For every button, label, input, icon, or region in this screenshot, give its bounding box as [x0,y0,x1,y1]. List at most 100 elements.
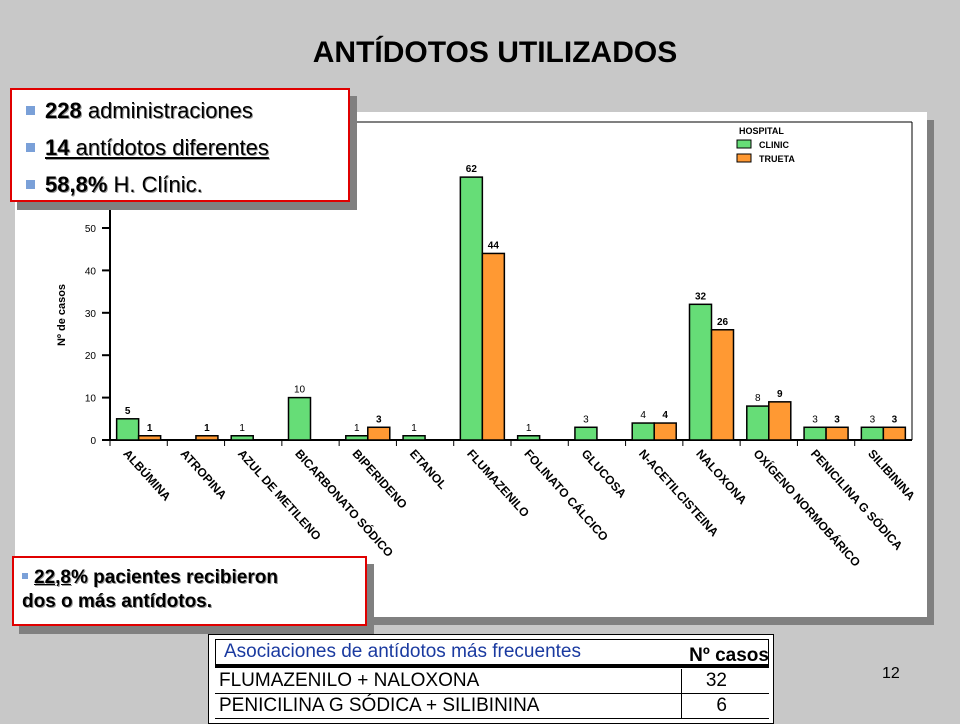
stat-item: 228 administraciones [26,92,348,129]
bar-trueta [825,426,849,441]
bar-clinic [459,176,484,441]
stat-value: 58,8% [45,172,108,197]
bar-clinic [115,418,140,441]
table-column-divider [681,694,682,718]
page-number: 12 [882,665,900,682]
legend-swatch [736,139,752,149]
x-tick-label: ATROPINA [178,447,230,503]
table-cell-value: 32 [705,670,727,691]
data-label: 3 [870,414,876,425]
bar-clinic [402,435,426,441]
bar-clinic [345,435,369,441]
data-label: 1 [526,423,532,434]
bar-trueta [768,401,792,441]
stats-callout: 228 administraciones 14 antídotos diferen… [10,88,350,202]
bar-clinic [688,303,713,441]
data-label: 3 [834,414,840,425]
note-text-b: dos o más antídotos. [22,591,213,612]
data-label: 5 [125,406,131,417]
slide-title: ANTÍDOTOS UTILIZADOS [312,36,678,69]
bullet-icon [26,142,35,152]
table-header-rule [215,665,769,668]
bullet-icon [22,572,28,579]
bullet-icon [26,179,35,189]
bar-clinic [803,426,827,441]
data-label: 1 [354,423,360,434]
data-label: 4 [662,410,668,421]
legend-label: TRUETA [759,154,795,164]
x-tick-label: PENICILINA G SÓDICA [808,446,907,553]
data-label: 4 [640,410,646,421]
bar-trueta [367,426,391,441]
stat-value: 14 [45,135,70,160]
table-cell-name: PENICILINA G SÓDICA + SILIBININA [219,695,540,716]
stat-label: H. Clínic. [107,172,203,197]
associations-table: Asociaciones de antídotos más frecuentes… [208,634,774,724]
data-label: 44 [488,240,500,251]
table-header-count: Nº casos [689,645,769,666]
bar-clinic [860,426,885,441]
data-label: 3 [583,414,589,425]
data-label: 1 [204,423,210,434]
stat-value: 228 [45,98,82,123]
y-axis-title: Nº de casos [56,284,68,346]
x-tick-label: FLUMAZENILO [464,447,532,520]
bar-trueta [710,329,735,441]
bar-clinic [230,435,254,441]
table-cell-value: 6 [716,695,727,716]
data-label: 3 [376,414,382,425]
note-callout: 22,8% pacientes recibieron dos o más ant… [12,556,367,626]
stat-item: 14 antídotos diferentes [26,129,348,166]
stat-item: 58,8% H. Clínic. [26,166,348,203]
y-tick-label: 50 [85,224,97,235]
data-label: 26 [717,317,729,328]
data-label: 3 [812,414,818,425]
legend-label: CLINIC [759,140,789,150]
bar-trueta [882,426,907,441]
bullet-icon [26,105,35,115]
data-label: 62 [466,164,478,175]
data-label: 1 [239,423,245,434]
y-tick-label: 40 [85,266,97,277]
data-label: 8 [755,393,761,404]
table-header-title: Asociaciones de antídotos más frecuentes [224,641,581,662]
bar-clinic [746,405,770,441]
x-tick-label: NALOXONA [693,447,750,508]
x-tick-label: ALBÚMINA [120,446,174,504]
x-tick-label: SILIBININA [865,447,918,504]
stats-list: 228 administraciones 14 antídotos diferen… [26,92,348,203]
x-tick-label: ETANOL [407,447,450,492]
data-label: 10 [294,385,306,396]
bar-trueta [653,422,677,441]
bar-trueta [481,252,506,441]
bar-clinic [287,396,312,441]
data-label: 1 [147,423,153,434]
stat-label: administraciones [81,98,253,123]
data-label: 32 [695,291,707,302]
note-text-a: % pacientes recibieron [70,567,278,588]
y-tick-label: 30 [85,309,97,320]
data-label: 3 [892,414,898,425]
polytherapy-note: 22,8% pacientes recibieron dos o más ant… [14,558,365,614]
bar-chart: 0 10 20 30 40 50 Nº de casos 5 1 ALBÚMINA 1 ATROPIN… [56,121,918,569]
y-tick-label: 20 [85,351,97,362]
table-column-divider [681,669,682,693]
bar-trueta [195,435,219,441]
x-tick-label: BICARBONATO SÓDICO [292,446,397,560]
stat-label: antídotos diferentes [69,135,269,160]
legend-title: HOSPITAL [739,126,784,136]
legend-swatch [736,153,752,163]
bar-clinic [574,426,598,441]
table-header: Asociaciones de antídotos más frecuentes [215,639,769,665]
table-cell-name: FLUMAZENILO + NALOXONA [219,670,480,691]
data-label: 9 [777,389,783,400]
data-label: 1 [411,423,417,434]
x-tick-label: GLUCOSA [579,447,630,501]
y-tick-label: 10 [85,394,97,405]
bar-clinic [516,435,541,441]
bar-clinic [631,422,655,441]
table-row: PENICILINA G SÓDICA + SILIBININA 6 [215,694,769,719]
x-tick-label: OXÍGENO NORMOBÁRICO [751,446,864,569]
note-pct: 22,8 [34,567,71,588]
table-row: FLUMAZENILO + NALOXONA 32 [215,669,769,694]
